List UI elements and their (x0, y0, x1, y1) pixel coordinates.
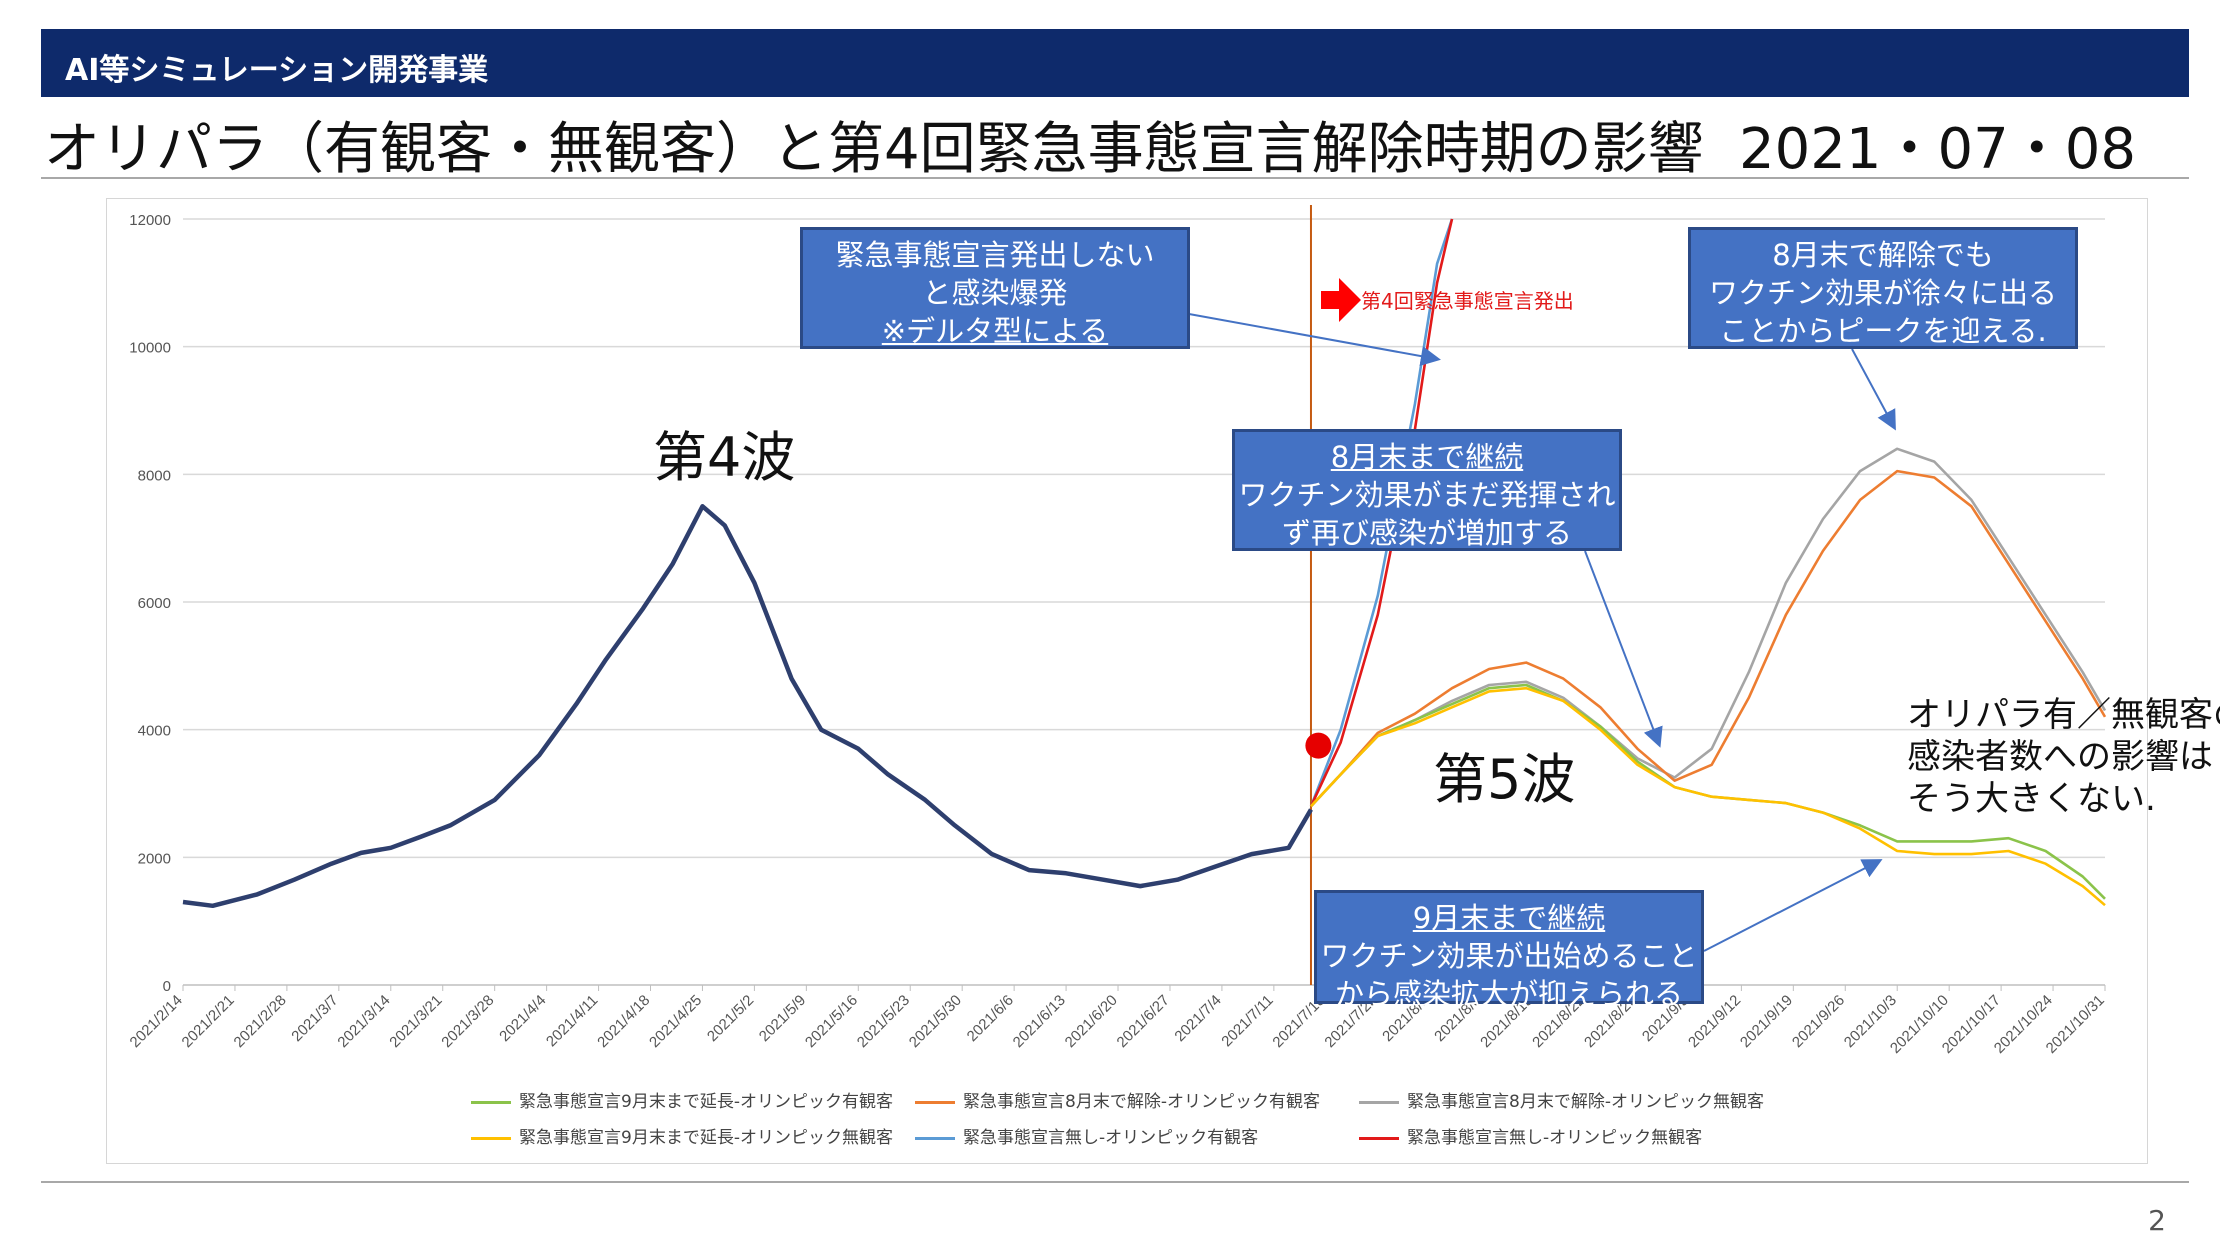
x-tick-label: 2021/9/19 (1737, 992, 1796, 1051)
legend-item-yellow: 緊急事態宣言9月末まで延長-オリンピック無観客 (471, 1123, 893, 1148)
header-label: AI等シミュレーション開発事業 (65, 53, 489, 88)
page-title: オリパラ（有観客・無観客）と第4回緊急事態宣言解除時期の影響 (44, 117, 1704, 182)
page-date: 2021・07・08 (1738, 117, 2136, 182)
callout-continue-september-line2: ワクチン効果が出始めること (1320, 939, 1698, 973)
x-tick-label: 2021/6/20 (1062, 992, 1121, 1051)
x-tick-label: 2021/3/21 (386, 992, 445, 1051)
emergency-marker (1305, 732, 1332, 759)
legend-label-green: 緊急事態宣言9月末まで延長-オリンピック有観客 (519, 1092, 893, 1112)
legend-label-red: 緊急事態宣言無し-オリンピック無観客 (1407, 1128, 1703, 1148)
x-tick-label: 2021/4/4 (496, 992, 549, 1045)
pointer-arrow-no-emergency (1188, 313, 1441, 366)
y-tick-label: 4000 (138, 723, 171, 740)
impact-note-line2: 感染者数への影響は (1907, 737, 2213, 777)
header-bar: AI等シミュレーション開発事業 (41, 29, 2189, 97)
impact-note-line3: そう大きくない. (1907, 779, 2156, 819)
callout-end-august-peak-line2: ワクチン効果が徐々に出る (1708, 276, 2057, 310)
callout-continue-august-line3: ず再び感染が増加する (1281, 516, 1572, 550)
legend-swatch-green (471, 1100, 511, 1104)
pointer-arrow-end-august (1851, 348, 1896, 431)
y-tick-label: 6000 (138, 595, 171, 612)
legend-item-orange: 緊急事態宣言8月末で解除-オリンピック有観客 (915, 1087, 1320, 1112)
wave4-label: 第4波 (653, 426, 796, 489)
callout-no-emergency-line2: と感染爆発 (922, 276, 1068, 310)
callout-continue-august-line1: 8月末まで継続 (1330, 440, 1524, 474)
x-tick-label: 2021/5/16 (802, 992, 861, 1051)
legend-label-blue: 緊急事態宣言無し-オリンピック有観客 (963, 1128, 1259, 1148)
actual-series-line (182, 504, 1313, 909)
pointer-arrow-continue-august (1584, 550, 1663, 748)
impact-note: オリパラ有／無観客の 感染者数への影響は そう大きくない. (1907, 694, 2220, 820)
x-tick-label: 2021/9/26 (1789, 992, 1848, 1051)
callout-continue-september-line3: から感染拡大が抑えられる (1334, 977, 1683, 1011)
chart-frame: 0 2000 4000 6000 8000 10000 12000 2021/2/14 2021… (106, 198, 2220, 1164)
legend-swatch-yellow (471, 1136, 511, 1140)
x-tick-label: 2021/6/6 (964, 992, 1017, 1045)
legend-label-gray: 緊急事態宣言8月末で解除-オリンピック無観客 (1407, 1092, 1764, 1112)
page-number: 2 (2148, 1204, 2166, 1237)
legend-item-blue: 緊急事態宣言無し-オリンピック有観客 (915, 1123, 1258, 1148)
legend-label-yellow: 緊急事態宣言9月末まで延長-オリンピック無観客 (519, 1128, 893, 1148)
legend-swatch-blue (915, 1136, 955, 1140)
emergency-declaration-label: 第4回緊急事態宣言発出 (1361, 289, 1574, 313)
y-tick-label: 10000 (129, 340, 171, 357)
legend-item-gray: 緊急事態宣言8月末で解除-オリンピック無観客 (1359, 1087, 1764, 1112)
red-arrow-icon (1321, 278, 1361, 322)
bottom-rule (41, 1181, 2189, 1183)
impact-note-line1: オリパラ有／無観客の (1907, 695, 2220, 735)
series-line-3 (1310, 686, 2106, 907)
legend-swatch-gray (1359, 1100, 1399, 1104)
x-tick-label: 2021/3/14 (334, 992, 393, 1051)
legend-item-red: 緊急事態宣言無し-オリンピック無観客 (1359, 1123, 1702, 1148)
callout-continue-september: 9月末まで継続 ワクチン効果が出始めること から感染拡大が抑えられる (1314, 890, 1704, 1011)
wave5-label: 第5波 (1433, 748, 1576, 811)
callout-end-august-peak: 8月末で解除でも ワクチン効果が徐々に出る ことからピークを迎える. (1688, 227, 2078, 349)
x-tick-label: 2021/5/2 (704, 992, 757, 1045)
x-tick-label: 2021/4/18 (594, 992, 653, 1051)
x-tick-label: 2021/7/4 (1171, 992, 1224, 1045)
y-tick-label: 8000 (138, 467, 171, 484)
x-tick-label: 2021/2/14 (127, 992, 186, 1051)
legend-swatch-red (1359, 1136, 1399, 1140)
x-tick-label: 2021/6/27 (1114, 992, 1173, 1051)
x-tick-label: 2021/5/30 (906, 992, 965, 1051)
x-tick-label: 2021/2/28 (231, 992, 290, 1051)
callout-no-emergency-line3: ※デルタ型による (881, 314, 1109, 348)
y-tick-label: 2000 (138, 850, 171, 867)
x-tick-label: 2021/6/13 (1010, 992, 1069, 1051)
callout-no-emergency: 緊急事態宣言発出しない と感染爆発 ※デルタ型による (800, 227, 1190, 349)
legend-label-orange: 緊急事態宣言8月末で解除-オリンピック有観客 (963, 1092, 1320, 1112)
series-line-1 (1310, 469, 2107, 808)
y-tick-label: 0 (163, 978, 171, 995)
callout-no-emergency-line1: 緊急事態宣言発出しない (835, 238, 1155, 272)
callout-continue-august-line2: ワクチン効果がまだ発揮され (1238, 478, 1616, 512)
x-tick-label: 2021/7/11 (1218, 992, 1276, 1050)
x-tick-label: 2021/3/28 (438, 992, 497, 1051)
callout-continue-august: 8月末まで継続 ワクチン効果がまだ発揮され ず再び感染が増加する (1232, 429, 1622, 551)
callout-end-august-peak-line3: ことからピークを迎える. (1719, 314, 2047, 348)
series-line-2 (1310, 447, 2107, 808)
x-tick-label: 2021/5/9 (756, 992, 809, 1045)
x-tick-label: 2021/4/11 (543, 992, 601, 1050)
y-tick-label: 12000 (129, 212, 171, 229)
pointer-arrow-continue-september (1703, 859, 1883, 952)
top-rule (41, 177, 2189, 179)
legend-item-green: 緊急事態宣言9月末まで延長-オリンピック有観客 (471, 1087, 893, 1112)
x-tick-label: 2021/5/23 (854, 992, 913, 1051)
callout-end-august-peak-line1: 8月末で解除でも (1772, 238, 1994, 272)
callout-continue-september-line1: 9月末まで継続 (1412, 901, 1606, 935)
x-tick-label: 2021/4/25 (646, 992, 705, 1051)
x-tick-label: 2021/2/21 (179, 992, 238, 1051)
x-tick-label: 2021/3/7 (288, 992, 341, 1045)
legend-swatch-orange (915, 1100, 955, 1104)
